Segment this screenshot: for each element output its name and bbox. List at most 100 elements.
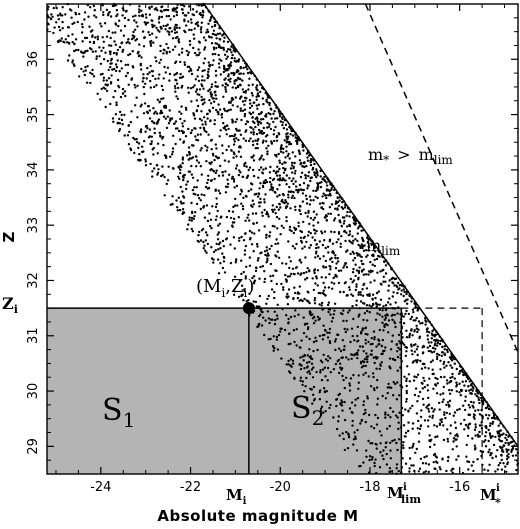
data-point [276, 165, 279, 168]
data-point [282, 177, 285, 180]
data-point [259, 90, 262, 94]
data-point [212, 169, 215, 172]
data-point [119, 60, 123, 63]
data-point [115, 9, 119, 12]
data-point [201, 9, 205, 13]
data-point [461, 370, 464, 373]
data-point [287, 321, 290, 324]
data-point [414, 387, 418, 390]
data-point [266, 310, 270, 313]
data-point [155, 84, 158, 87]
data-point [252, 275, 256, 278]
data-point [88, 25, 91, 28]
data-point [396, 381, 399, 384]
data-point [197, 4, 200, 7]
data-point [128, 130, 131, 134]
data-point [196, 194, 200, 197]
y-tick-label: 31 [26, 327, 41, 344]
data-point [335, 241, 338, 244]
data-point [167, 14, 171, 18]
data-point [151, 32, 154, 35]
data-point [146, 72, 149, 76]
data-point [231, 53, 234, 57]
data-point [348, 230, 352, 233]
data-point [498, 445, 502, 448]
data-point [356, 334, 359, 338]
data-point [266, 121, 269, 125]
data-point [380, 361, 383, 364]
data-point [81, 40, 84, 43]
data-point [223, 53, 227, 56]
data-point [285, 363, 288, 366]
data-point [246, 216, 249, 219]
data-point [394, 358, 397, 362]
data-point [474, 426, 477, 429]
data-point [408, 332, 412, 336]
data-point [400, 293, 403, 296]
data-point [196, 104, 200, 108]
data-point [378, 328, 381, 332]
data-point [323, 178, 326, 182]
data-point [244, 194, 248, 198]
data-point [175, 11, 178, 14]
data-point [402, 288, 405, 291]
data-point [248, 166, 252, 169]
data-point [337, 204, 341, 207]
data-point [256, 139, 259, 142]
data-point [373, 361, 376, 365]
data-point [464, 389, 468, 392]
data-point [114, 43, 118, 46]
data-point [311, 313, 314, 316]
data-point [309, 163, 313, 167]
data-point [324, 259, 328, 263]
data-point [288, 228, 291, 231]
data-point [359, 300, 363, 303]
data-point [124, 10, 128, 13]
data-point [343, 345, 346, 348]
data-point [106, 59, 110, 63]
data-point [299, 376, 303, 379]
data-point [190, 100, 193, 103]
data-point [127, 124, 130, 127]
data-point [369, 353, 372, 356]
data-point [102, 11, 105, 14]
data-point [155, 7, 158, 10]
data-point [91, 50, 95, 53]
data-point [136, 84, 139, 88]
data-point [155, 122, 159, 125]
data-point [362, 239, 365, 243]
data-point [286, 303, 290, 306]
s2-subscript: 2 [312, 406, 325, 430]
data-point [142, 76, 145, 80]
data-point [230, 149, 233, 152]
data-point [71, 61, 74, 64]
data-point [276, 188, 279, 191]
data-point [218, 66, 221, 69]
data-point [241, 88, 244, 91]
data-point [185, 49, 188, 53]
data-point [490, 416, 494, 420]
data-point [195, 22, 198, 25]
data-point [345, 266, 349, 269]
data-point [284, 206, 288, 210]
data-point [412, 319, 415, 322]
data-point [135, 96, 138, 99]
data-point [109, 81, 113, 84]
data-point [128, 52, 132, 56]
data-point [344, 239, 347, 243]
data-point [352, 279, 356, 282]
data-point [56, 14, 60, 17]
data-point [285, 150, 288, 153]
data-point [213, 122, 216, 126]
data-point [443, 375, 446, 379]
data-point [432, 410, 435, 413]
data-point [263, 280, 266, 284]
data-point [104, 51, 107, 54]
data-point [328, 331, 331, 334]
data-point [83, 73, 87, 77]
data-point [236, 105, 239, 108]
data-point [136, 116, 139, 119]
data-point [301, 192, 305, 195]
data-point [375, 423, 379, 426]
data-point [201, 103, 205, 106]
